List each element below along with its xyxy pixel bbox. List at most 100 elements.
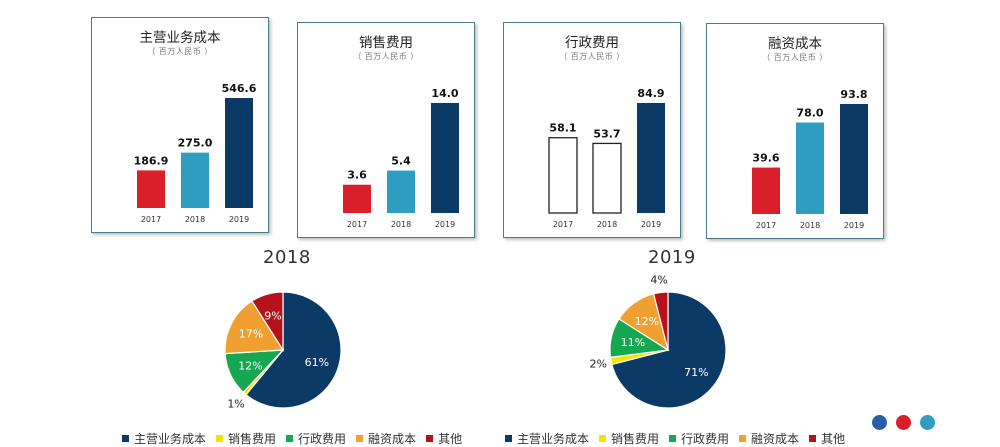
bar-2018 xyxy=(181,152,209,208)
legend-item: 其他 xyxy=(426,430,462,447)
card-title: 销售费用 xyxy=(359,35,413,51)
legend-label: 其他 xyxy=(821,432,846,446)
bar-chart-sales-expense: 3.6 2017 5.4 2018 14.0 2019 xyxy=(343,87,459,229)
legend-label: 销售费用 xyxy=(611,432,660,446)
legend-label: 主营业务成本 xyxy=(517,432,590,446)
x-tick-label: 2018 xyxy=(185,215,205,224)
x-tick-label: 2018 xyxy=(391,220,411,229)
pie-slice-5 xyxy=(652,291,669,351)
bar-2019 xyxy=(637,103,665,213)
pie-slice-4 xyxy=(224,300,285,355)
card-unit: （ 百万人民币 ） xyxy=(353,52,419,61)
legend-swatch xyxy=(122,435,129,442)
x-tick-label: 2017 xyxy=(141,215,161,224)
bar-2019 xyxy=(840,104,868,214)
x-tick-label: 2017 xyxy=(756,221,776,230)
page-indicator xyxy=(872,415,944,430)
pie-label: 61% xyxy=(305,356,329,369)
bar-value-label: 53.7 xyxy=(593,127,620,140)
bar-value-label: 39.6 xyxy=(752,152,779,165)
bar-value-label: 58.1 xyxy=(549,122,576,135)
bar-chart-finance-cost: 39.6 2017 78.0 2018 93.8 2019 xyxy=(752,88,868,230)
bar-2018 xyxy=(592,142,622,214)
bar-chart-main-cost: 186.9 2017 275.0 2018 546.6 2019 xyxy=(134,82,257,224)
bar-value-label: 275.0 xyxy=(178,137,213,150)
bar-card-finance-cost: 融资成本 （ 百万人民币 ） 39.6 2017 78.0 2018 93.8 2019 xyxy=(706,23,884,239)
x-tick-label: 2019 xyxy=(641,220,661,229)
legend-2019: 主营业务成本 销售费用 行政费用 融资成本 其他 xyxy=(505,430,855,447)
bar-2017 xyxy=(752,167,780,214)
pie-title-2018: 2018 xyxy=(263,247,311,268)
bar-card-admin-expense: 行政费用 （ 百万人民币 ） 58.1 2017 53.7 2018 84.9 2019 xyxy=(503,22,681,238)
legend-label: 行政费用 xyxy=(298,432,347,446)
bar-card-sales-expense: 销售费用 （ 百万人民币 ） 3.6 2017 5.4 2018 14.0 2019 xyxy=(297,22,475,238)
card-unit: （ 百万人民币 ） xyxy=(147,47,213,56)
bar-value-label: 78.0 xyxy=(796,107,823,120)
legend-swatch xyxy=(356,435,364,442)
legend-label: 融资成本 xyxy=(751,432,800,446)
x-tick-label: 2017 xyxy=(553,220,573,229)
legend-swatch xyxy=(809,435,817,442)
bar-2019 xyxy=(431,103,459,213)
pie-label: 12% xyxy=(635,315,659,328)
x-tick-label: 2019 xyxy=(435,220,455,229)
bar-value-label: 5.4 xyxy=(391,155,411,168)
card-title: 行政费用 xyxy=(565,35,619,51)
x-tick-label: 2019 xyxy=(844,221,864,230)
bar-2017 xyxy=(548,137,578,214)
legend-label: 其他 xyxy=(438,432,463,446)
legend-swatch xyxy=(505,435,512,442)
pie-label: 2% xyxy=(590,357,607,370)
card-unit: （ 百万人民币 ） xyxy=(559,52,625,61)
pie-slice-5 xyxy=(251,291,284,353)
pie-label: 9% xyxy=(264,309,281,322)
legend-item: 销售费用 xyxy=(599,430,659,447)
legend-item: 行政费用 xyxy=(669,430,729,447)
legend-item: 销售费用 xyxy=(216,430,276,447)
bar-2017 xyxy=(343,184,371,213)
legend-item: 其他 xyxy=(809,430,845,447)
legend-swatch xyxy=(739,435,747,442)
page-dot-2[interactable] xyxy=(896,415,911,430)
pie-label: 17% xyxy=(239,328,263,341)
legend-item: 主营业务成本 xyxy=(505,430,589,447)
bar-value-label: 14.0 xyxy=(431,87,458,100)
legend-swatch xyxy=(286,435,294,442)
bar-2018 xyxy=(387,170,415,213)
pie-label: 4% xyxy=(650,274,667,287)
legend-swatch xyxy=(599,435,607,442)
legend-item: 主营业务成本 xyxy=(122,430,206,447)
pie-title-2019: 2019 xyxy=(648,247,696,268)
pie-label: 12% xyxy=(238,359,262,372)
page-dot-1[interactable] xyxy=(872,415,887,430)
page-dot-3[interactable] xyxy=(920,415,935,430)
legend-item: 融资成本 xyxy=(356,430,416,447)
bar-card-main-cost: 主营业务成本 （ 百万人民币 ） 186.9 2017 275.0 2018 546.6… xyxy=(91,17,269,233)
legend-item: 融资成本 xyxy=(739,430,799,447)
pie-label: 71% xyxy=(684,366,708,379)
pie-slice-1 xyxy=(245,291,342,409)
bar-value-label: 3.6 xyxy=(347,169,367,182)
bar-chart-admin-expense: 58.1 2017 53.7 2018 84.9 2019 xyxy=(548,87,665,229)
legend-label: 销售费用 xyxy=(228,432,277,446)
card-unit: （ 百万人民币 ） xyxy=(762,53,828,62)
x-tick-label: 2019 xyxy=(229,215,249,224)
legend-swatch xyxy=(669,435,677,442)
card-title: 融资成本 xyxy=(768,36,822,52)
bar-2019 xyxy=(225,98,253,208)
legend-item: 行政费用 xyxy=(286,430,346,447)
pie-label: 11% xyxy=(621,336,645,349)
legend-swatch xyxy=(426,435,434,442)
bar-value-label: 546.6 xyxy=(222,82,257,95)
bar-2017 xyxy=(137,170,165,208)
card-title: 主营业务成本 xyxy=(139,30,221,46)
bar-value-label: 84.9 xyxy=(637,87,664,100)
bar-2018 xyxy=(796,122,824,214)
x-tick-label: 2018 xyxy=(597,220,617,229)
legend-2018: 主营业务成本 销售费用 行政费用 融资成本 其他 xyxy=(122,430,472,447)
x-tick-label: 2017 xyxy=(347,220,367,229)
x-tick-label: 2018 xyxy=(800,221,820,230)
legend-label: 行政费用 xyxy=(681,432,730,446)
